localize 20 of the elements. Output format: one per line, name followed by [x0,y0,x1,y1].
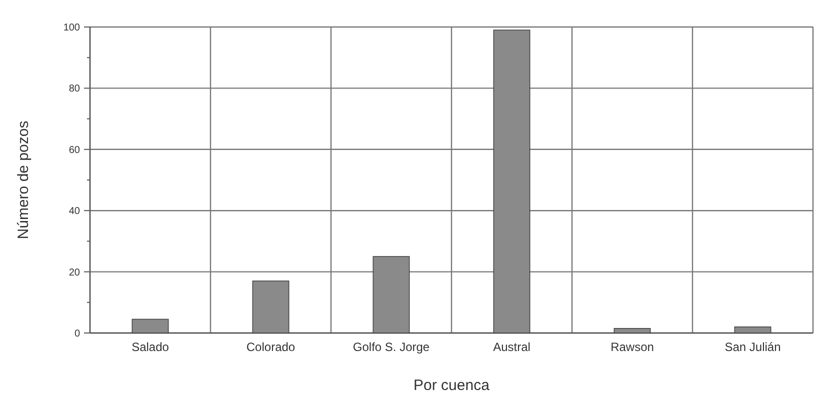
x-tick-label: San Julián [724,340,781,354]
y-tick-label: 0 [74,328,80,340]
bar [614,328,651,334]
y-axis-title: Número de pozos [15,120,32,240]
x-tick-label: Salado [132,340,170,354]
x-tick-label: Austral [493,340,530,354]
y-tick-label: 80 [68,84,80,95]
x-tick-label: Colorado [246,340,296,354]
bar [493,30,530,334]
bar [372,256,410,334]
y-tick-label: 20 [68,267,80,278]
x-axis-title: Por cuenca [414,377,490,394]
y-tick-label: 100 [63,22,80,34]
y-tick-label: 40 [68,206,80,218]
bar [252,280,290,334]
x-tick-label: Golfo S. Jorge [352,340,430,354]
bar [132,318,169,334]
bar [734,326,772,334]
x-tick-label: Rawson [610,340,654,354]
y-tick-label: 60 [68,144,80,156]
